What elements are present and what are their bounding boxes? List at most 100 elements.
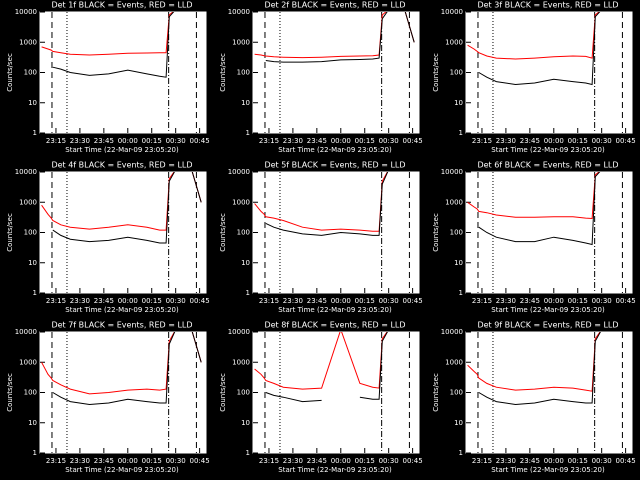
y-tick-label: 100: [450, 229, 463, 237]
x-axis-label: Start Time (22-Mar-09 23:05:20): [278, 306, 392, 314]
x-tick-label: 23:15: [259, 457, 279, 465]
y-tick-label: 100: [450, 389, 463, 397]
series-line: [467, 332, 601, 392]
panel: Det 2f BLACK = Events, RED = LLD Start Ti…: [219, 1, 423, 155]
y-tick-label: 1: [459, 449, 463, 457]
x-axis-label: Start Time (22-Mar-09 23:05:20): [65, 466, 179, 474]
series-line: [52, 332, 202, 406]
series-line: [254, 12, 415, 59]
y-axis-label: Counts/sec: [6, 213, 14, 252]
x-tick-label: 23:45: [307, 297, 327, 305]
y-tick-label: 10000: [15, 168, 37, 176]
x-tick-label: 00:30: [592, 457, 612, 465]
x-tick-label: 23:15: [259, 137, 279, 145]
y-tick-label: 10: [241, 259, 250, 267]
y-tick-label: 100: [24, 389, 37, 397]
series-group: [467, 332, 601, 406]
panel: Det 9f BLACK = Events, RED = LLD Start Ti…: [432, 321, 636, 475]
series-group: [41, 12, 175, 78]
y-tick-label: 10: [28, 259, 37, 267]
series-line: [254, 332, 388, 390]
panel: Det 8f BLACK = Events, RED = LLD Start Ti…: [219, 321, 423, 475]
y-tick-label: 1: [246, 449, 250, 457]
series-group: [254, 332, 388, 403]
y-tick-label: 1000: [19, 38, 37, 46]
series-line: [467, 12, 600, 60]
y-tick-label: 10000: [441, 8, 463, 16]
x-tick-label: 00:00: [118, 457, 138, 465]
x-tick-label: 23:30: [283, 297, 303, 305]
plot-area: [465, 11, 633, 134]
x-tick-label: 23:15: [46, 457, 66, 465]
x-tick-label: 23:15: [472, 457, 492, 465]
y-tick-label: 10: [28, 419, 37, 427]
y-tick-label: 1: [459, 289, 463, 297]
y-tick-label: 10000: [441, 328, 463, 336]
x-tick-label: 00:30: [379, 137, 399, 145]
plot-area: [39, 171, 207, 294]
chart-title: Det 1f BLACK = Events, RED = LLD: [51, 1, 192, 10]
panel: Det 5f BLACK = Events, RED = LLD Start Ti…: [219, 161, 423, 315]
plot-area: [39, 11, 207, 134]
y-tick-label: 10: [241, 419, 250, 427]
panel: Det 4f BLACK = Events, RED = LLD Start Ti…: [6, 161, 210, 315]
x-axis-label: Start Time (22-Mar-09 23:05:20): [491, 146, 605, 154]
x-axis-label: Start Time (22-Mar-09 23:05:20): [65, 306, 179, 314]
x-tick-label: 23:45: [94, 297, 114, 305]
series-line: [41, 172, 202, 231]
x-tick-label: 00:30: [379, 297, 399, 305]
chart-title: Det 6f BLACK = Events, RED = LLD: [477, 161, 618, 170]
y-tick-label: 10: [454, 419, 463, 427]
y-tick-label: 1000: [232, 198, 250, 206]
y-tick-label: 1: [33, 129, 37, 137]
x-tick-label: 23:30: [496, 297, 516, 305]
series-line: [52, 12, 175, 78]
x-tick-label: 00:45: [403, 137, 423, 145]
x-tick-label: 00:45: [190, 457, 210, 465]
x-tick-label: 23:45: [307, 137, 327, 145]
x-tick-label: 00:00: [331, 137, 351, 145]
chart-title: Det 5f BLACK = Events, RED = LLD: [264, 161, 405, 170]
x-tick-label: 00:45: [403, 457, 423, 465]
y-tick-label: 10000: [15, 8, 37, 16]
x-tick-label: 23:45: [307, 457, 327, 465]
series-line: [359, 332, 388, 400]
plot-area: [39, 331, 207, 454]
x-tick-label: 00:45: [403, 297, 423, 305]
x-tick-label: 00:30: [592, 297, 612, 305]
chart-title: Det 9f BLACK = Events, RED = LLD: [477, 321, 618, 330]
series-group: [467, 172, 601, 246]
x-tick-label: 00:00: [331, 457, 351, 465]
y-tick-label: 100: [24, 69, 37, 77]
x-tick-label: 00:00: [544, 457, 564, 465]
y-tick-label: 10000: [441, 168, 463, 176]
x-tick-label: 23:15: [472, 137, 492, 145]
x-tick-label: 23:30: [496, 137, 516, 145]
x-tick-label: 23:15: [259, 297, 279, 305]
x-tick-label: 23:30: [70, 137, 90, 145]
x-tick-label: 00:30: [592, 137, 612, 145]
y-tick-label: 100: [450, 69, 463, 77]
x-axis-label: Start Time (22-Mar-09 23:05:20): [491, 306, 605, 314]
y-tick-label: 1: [33, 449, 37, 457]
y-tick-label: 100: [237, 69, 250, 77]
y-tick-label: 10: [454, 99, 463, 107]
y-tick-label: 100: [237, 229, 250, 237]
y-tick-label: 1: [33, 289, 37, 297]
y-tick-label: 10000: [228, 328, 250, 336]
series-line: [52, 172, 202, 244]
y-tick-label: 1000: [19, 198, 37, 206]
series-line: [41, 332, 202, 395]
y-tick-label: 10: [241, 99, 250, 107]
x-tick-label: 23:45: [94, 137, 114, 145]
series-group: [41, 172, 202, 244]
y-tick-label: 100: [24, 229, 37, 237]
chart-title: Det 8f BLACK = Events, RED = LLD: [264, 321, 405, 330]
chart-title: Det 2f BLACK = Events, RED = LLD: [264, 1, 405, 10]
x-tick-label: 00:00: [544, 137, 564, 145]
y-tick-label: 1000: [445, 358, 463, 366]
x-axis-label: Start Time (22-Mar-09 23:05:20): [65, 146, 179, 154]
y-tick-label: 100: [237, 389, 250, 397]
plot-area: [252, 331, 420, 454]
